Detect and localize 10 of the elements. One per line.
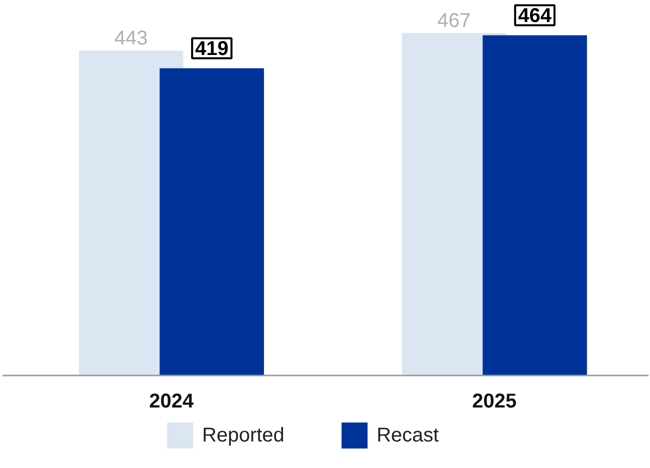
data-label: 464: [518, 5, 552, 28]
data-label: 419: [195, 38, 228, 60]
legend-label: Reported: [202, 424, 284, 446]
legend-label: Recast: [376, 424, 440, 446]
x-tick-label: 2025: [472, 390, 517, 412]
data-label: 467: [437, 10, 471, 32]
bar: [160, 68, 264, 376]
data-label: 443: [114, 28, 148, 50]
bar: [482, 35, 587, 376]
x-tick-label: 2024: [149, 390, 195, 412]
